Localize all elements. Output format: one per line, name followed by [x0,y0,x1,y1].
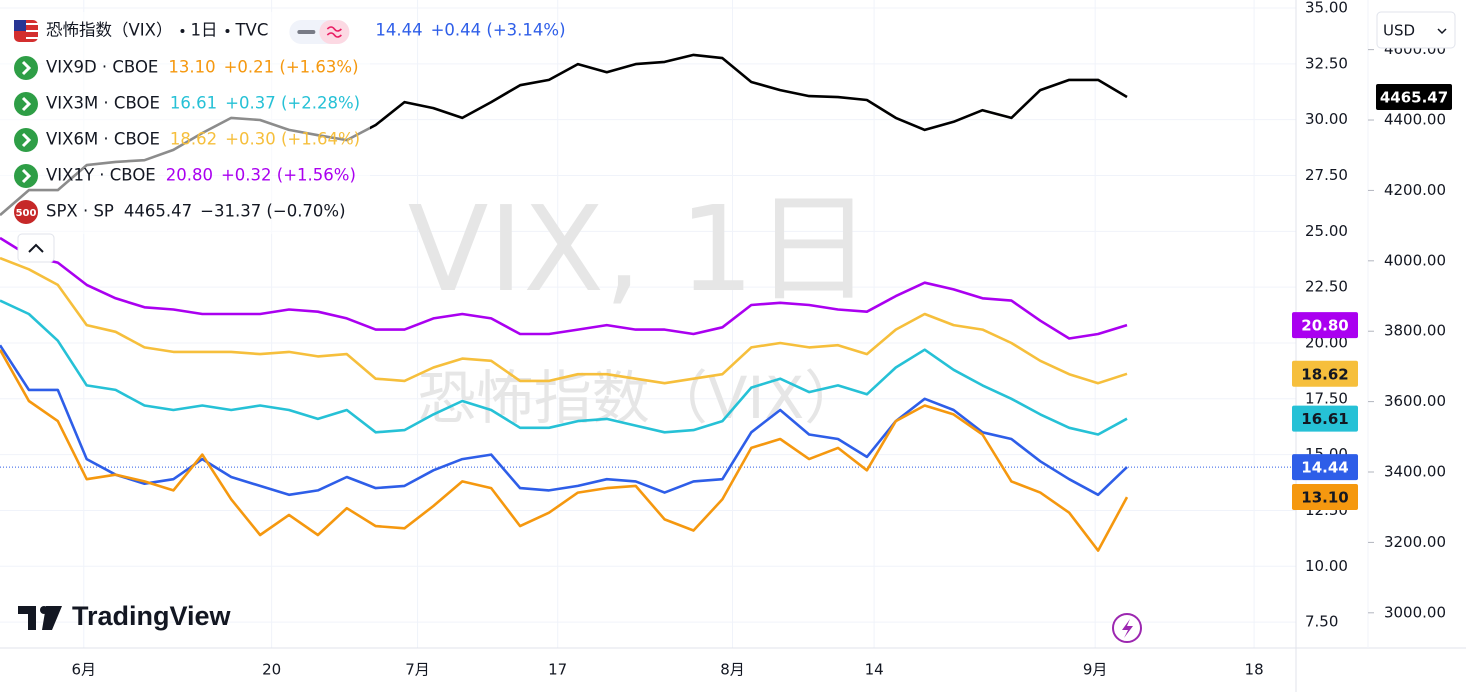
tradingview-logo: TradingView [18,601,232,631]
y-tick-label: 7.50 [1305,613,1338,631]
legend-name: VIX6M · CBOE [46,130,160,149]
last-value-badge [1292,312,1358,339]
y-tick-label: 30.00 [1305,110,1348,128]
legend-name: VIX1Y · CBOE [46,166,156,185]
y-tick-label: 22.50 [1305,278,1348,296]
last-value-badge [1292,405,1358,432]
x-tick-label: 8月 [720,661,745,679]
y-tick-label: 35.00 [1305,0,1348,17]
y2-tick-label: 3400.00 [1384,463,1446,481]
last-value-badge [1292,484,1358,511]
legend-icon-arrow [21,60,32,76]
x-tick-label: 20 [262,661,281,679]
legend-icon [14,164,38,188]
x-tick-label: 6月 [72,661,97,679]
currency-selector[interactable]: USD [1376,11,1456,49]
legend-last: 14.44 [375,21,422,40]
x-tick-label: 17 [548,661,567,679]
last-value-label: 20.80 [1301,317,1348,335]
flag-canton [14,20,26,31]
logo-dot [40,606,48,614]
y-tick-label: 10.00 [1305,557,1348,575]
y-tick-label: 32.50 [1305,54,1348,72]
legend-name: VIX3M · CBOE [46,94,160,113]
watermark: VIX, 1日 [408,180,872,318]
y-tick-label: 27.50 [1305,166,1348,184]
toggle-wave [326,26,342,38]
currency-label: USD [1383,22,1415,40]
series-line [0,349,1129,552]
logo-mark [18,606,62,630]
legend-icon [14,92,38,116]
alert-icon[interactable] [1112,613,1142,643]
collapse-box[interactable] [17,233,55,263]
y-tick-label: 17.50 [1305,389,1348,407]
legend-change: +0.30 (+1.64%) [225,130,360,149]
y-tick-label: 25.00 [1305,222,1348,240]
last-value-badge [1292,454,1358,481]
legend-backdrop [0,12,370,234]
watermark-subtitle: 恐怖指数（VIX） [418,364,863,432]
series-line [0,299,1128,436]
last-value-label: 18.62 [1301,365,1348,383]
legend-title: 恐怖指数（VIX） [46,21,172,40]
alert-bolt [1122,619,1133,638]
logo-text: TradingView [72,601,232,631]
y2-tick-label: 4000.00 [1384,251,1446,269]
legend-icon [14,56,38,80]
y2-tick-label: 3200.00 [1384,533,1446,551]
legend-last: 13.10 [168,58,215,77]
x-tick-label: 9月 [1083,661,1108,679]
y2-tick-label: 3800.00 [1384,322,1446,340]
legend-icon-label: 500 [16,208,37,219]
y2-tick-label: 4400.00 [1384,111,1446,129]
legend-last: 20.80 [166,166,213,185]
y2-tick-label: 3600.00 [1384,392,1446,410]
legend-icon-arrow [21,96,32,112]
legend-icon-arrow [21,132,32,148]
currency-box[interactable] [1376,11,1456,49]
collapse-icon [28,243,44,253]
series-line [0,256,1128,385]
separator [180,29,185,33]
legend-icon [14,200,38,224]
legend-icon-arrow [21,168,32,184]
last-value-label: 13.10 [1301,489,1348,507]
toggle-active [319,20,350,44]
last-value-label: 14.44 [1301,459,1348,477]
legend-interval: 1日 [190,21,217,40]
legend-icon [14,128,38,152]
legend-change: +0.32 (+1.56%) [221,166,356,185]
currency-arrow [1437,28,1447,35]
legend-change: +0.21 (+1.63%) [224,58,359,77]
x-tick-label: 7月 [405,661,430,679]
series-line [0,344,1128,497]
legend-last: 16.61 [170,94,217,113]
y2-tick-label: 4200.00 [1384,181,1446,199]
x-tick-label: 14 [865,661,884,679]
legend-last: 4465.47 [124,202,192,221]
x-tick-label: 18 [1245,661,1264,679]
legend-last: 18.62 [170,130,217,149]
series-line [0,236,1128,340]
legend-change: −31.37 (−0.70%) [200,202,345,221]
legend-change: +0.37 (+2.28%) [225,94,360,113]
last-value-badge [1292,360,1358,387]
legend-change: +0.44 (+3.14%) [431,21,566,40]
legend-name: SPX · SP [46,202,114,221]
last-value-label: 4465.47 [1380,88,1448,106]
legend-name: VIX9D · CBOE [46,58,158,77]
collapse-button[interactable] [17,233,55,263]
separator [225,29,230,33]
last-value-badge [1376,83,1452,110]
y2-tick-label: 3000.00 [1384,603,1446,621]
legend-source: TVC [234,21,268,40]
last-value-label: 16.61 [1301,410,1348,428]
